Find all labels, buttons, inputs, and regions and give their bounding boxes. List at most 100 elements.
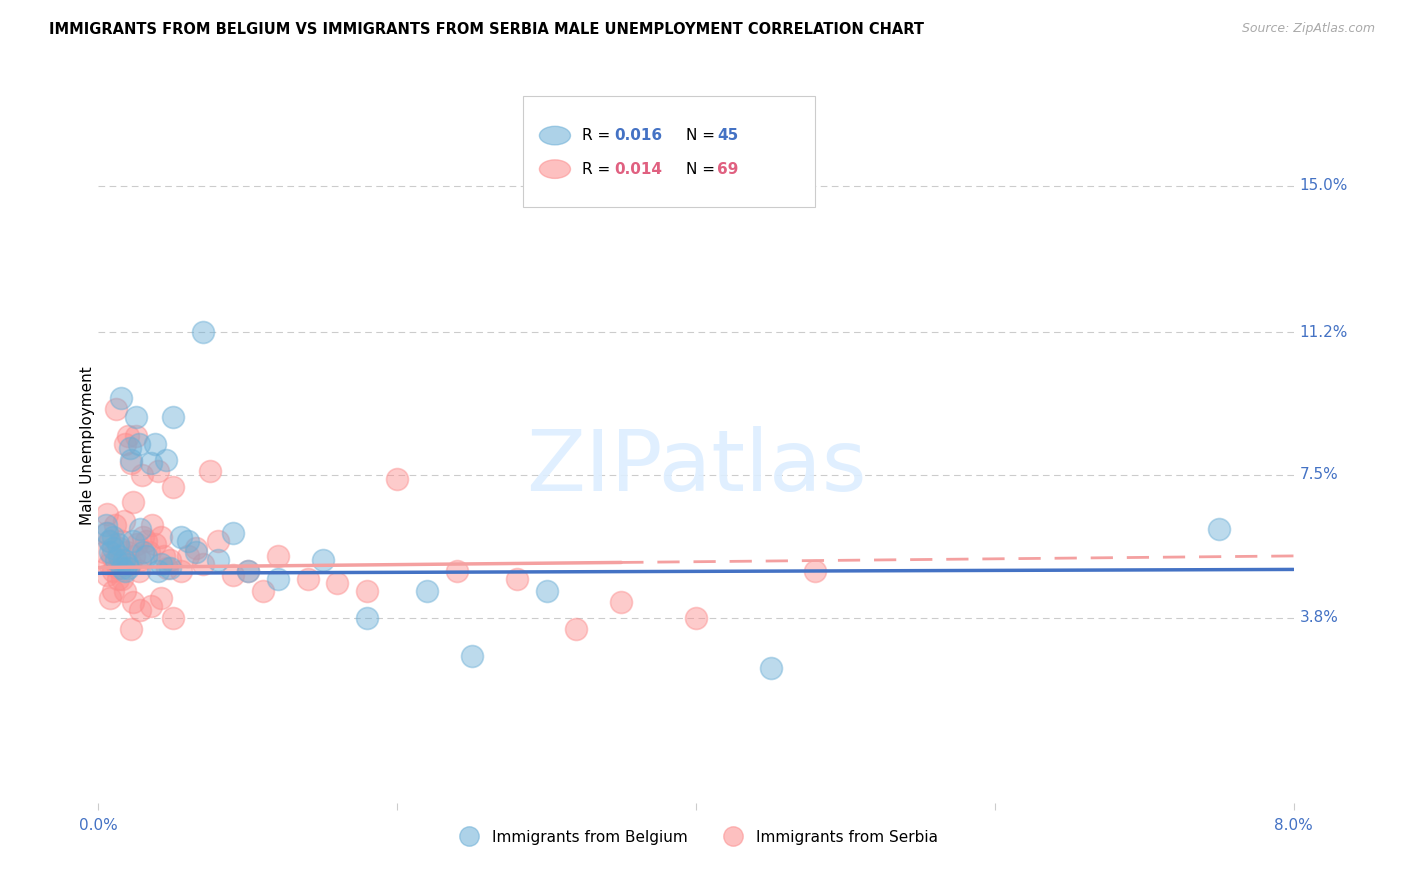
Point bbox=[107, 560, 129, 574]
Point bbox=[236, 565, 259, 579]
Point bbox=[222, 568, 245, 582]
Point bbox=[129, 553, 152, 567]
Point bbox=[207, 553, 229, 567]
Point bbox=[236, 565, 259, 579]
Point bbox=[96, 525, 118, 540]
Point bbox=[169, 565, 191, 579]
Point bbox=[105, 553, 128, 567]
Text: 3.8%: 3.8% bbox=[1299, 610, 1339, 625]
Point bbox=[129, 522, 152, 536]
Point bbox=[96, 507, 118, 521]
Text: 15.0%: 15.0% bbox=[1299, 178, 1348, 194]
Point bbox=[114, 565, 136, 579]
Text: IMMIGRANTS FROM BELGIUM VS IMMIGRANTS FROM SERBIA MALE UNEMPLOYMENT CORRELATION : IMMIGRANTS FROM BELGIUM VS IMMIGRANTS FR… bbox=[49, 22, 924, 37]
Point bbox=[115, 557, 138, 571]
Point bbox=[177, 549, 200, 563]
Point bbox=[153, 549, 176, 563]
Point bbox=[159, 553, 181, 567]
Point bbox=[118, 557, 141, 571]
Point bbox=[162, 610, 184, 624]
Point bbox=[191, 557, 214, 571]
Point bbox=[117, 560, 139, 574]
Point bbox=[200, 464, 222, 478]
Point bbox=[103, 583, 125, 598]
Point bbox=[222, 525, 245, 540]
Point bbox=[135, 533, 157, 548]
Point bbox=[112, 514, 135, 528]
Point bbox=[97, 533, 120, 548]
Point bbox=[156, 560, 179, 574]
Point bbox=[155, 452, 177, 467]
Point bbox=[94, 518, 117, 533]
Point bbox=[416, 583, 439, 598]
Point bbox=[141, 518, 163, 533]
Point bbox=[111, 572, 134, 586]
Point bbox=[127, 537, 149, 551]
Y-axis label: Male Unemployment: Male Unemployment bbox=[80, 367, 94, 525]
Point bbox=[110, 391, 132, 405]
Point bbox=[107, 537, 129, 551]
Point bbox=[311, 553, 333, 567]
Point bbox=[121, 533, 143, 548]
Point bbox=[107, 572, 129, 586]
Legend: Immigrants from Belgium, Immigrants from Serbia: Immigrants from Belgium, Immigrants from… bbox=[446, 822, 946, 852]
Point bbox=[120, 452, 142, 467]
Point bbox=[94, 525, 117, 540]
Point bbox=[159, 560, 181, 574]
Point bbox=[356, 583, 378, 598]
Point bbox=[121, 495, 143, 509]
Point bbox=[536, 583, 558, 598]
Point bbox=[326, 576, 349, 591]
Point bbox=[135, 549, 157, 563]
Point bbox=[125, 410, 148, 425]
Point bbox=[385, 472, 409, 486]
Point bbox=[93, 545, 115, 559]
Point bbox=[143, 537, 166, 551]
Point bbox=[252, 583, 274, 598]
Text: 11.2%: 11.2% bbox=[1299, 325, 1348, 340]
Point bbox=[610, 595, 633, 609]
Point bbox=[124, 549, 146, 563]
Point bbox=[184, 541, 207, 556]
Point bbox=[120, 456, 142, 470]
Text: 7.5%: 7.5% bbox=[1299, 467, 1339, 483]
Point bbox=[104, 518, 127, 533]
Point bbox=[103, 530, 125, 544]
Point bbox=[139, 456, 162, 470]
Point bbox=[131, 467, 153, 482]
Point bbox=[103, 541, 125, 556]
Text: 0.016: 0.016 bbox=[614, 128, 662, 143]
Point bbox=[98, 545, 122, 559]
Point bbox=[101, 549, 124, 563]
FancyBboxPatch shape bbox=[523, 96, 815, 207]
Point bbox=[297, 572, 319, 586]
Circle shape bbox=[540, 160, 571, 178]
Text: ZIPatlas: ZIPatlas bbox=[526, 425, 866, 509]
Point bbox=[804, 565, 827, 579]
Point bbox=[132, 545, 155, 559]
Text: 0.014: 0.014 bbox=[614, 161, 662, 177]
Point bbox=[506, 572, 529, 586]
Point bbox=[169, 530, 191, 544]
Point bbox=[139, 599, 162, 613]
Point bbox=[97, 557, 120, 571]
Point bbox=[125, 429, 148, 443]
Text: 45: 45 bbox=[717, 128, 738, 143]
Point bbox=[150, 530, 173, 544]
Point bbox=[446, 565, 468, 579]
Text: Source: ZipAtlas.com: Source: ZipAtlas.com bbox=[1241, 22, 1375, 36]
Point bbox=[129, 603, 152, 617]
Circle shape bbox=[540, 127, 571, 145]
Point bbox=[267, 549, 290, 563]
Point bbox=[115, 545, 138, 559]
Point bbox=[191, 325, 214, 339]
Point bbox=[267, 572, 290, 586]
Point bbox=[114, 437, 136, 451]
Point bbox=[162, 479, 184, 493]
Point bbox=[132, 530, 155, 544]
Point bbox=[148, 565, 170, 579]
Point bbox=[114, 583, 136, 598]
Point bbox=[759, 661, 782, 675]
Point bbox=[108, 549, 131, 563]
Point bbox=[111, 560, 134, 574]
